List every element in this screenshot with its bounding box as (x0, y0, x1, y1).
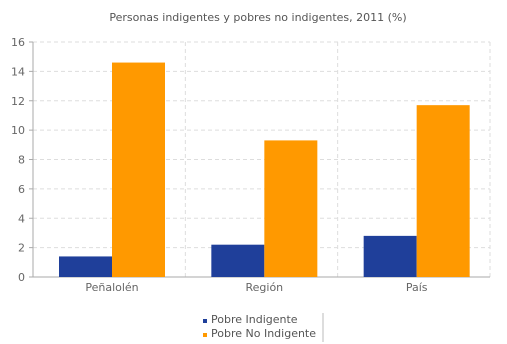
y-tick-label: 14 (11, 65, 25, 78)
bar-pobre-indigente (59, 256, 112, 277)
y-tick-label: 8 (18, 154, 25, 167)
legend-swatch (203, 319, 207, 323)
legend-label: Pobre Indigente (211, 313, 298, 326)
x-tick-label: Peñalolén (85, 281, 138, 294)
x-tick-label: Región (245, 281, 283, 294)
y-tick-label: 16 (11, 36, 25, 49)
bars (59, 62, 470, 277)
legend-swatch (203, 333, 207, 337)
bar-pobre-no-indigente (416, 105, 470, 277)
chart-title: Personas indigentes y pobres no indigent… (109, 11, 406, 24)
y-tick-label: 0 (18, 271, 25, 284)
y-tick-label: 4 (18, 212, 25, 225)
legend-label: Pobre No Indigente (211, 327, 316, 340)
y-tick-label: 10 (11, 124, 25, 137)
bar-pobre-no-indigente (112, 62, 165, 277)
axis-labels: 0 2 4 6 8 10 12 14 16 Peñalolén Región País (11, 36, 428, 294)
y-tick-label: 2 (18, 242, 25, 255)
y-tick-label: 12 (11, 95, 25, 108)
x-tick-label: País (406, 281, 428, 294)
y-tick-label: 6 (18, 183, 25, 196)
bar-pobre-no-indigente (264, 140, 318, 277)
bar-pobre-indigente (363, 235, 417, 277)
bar-pobre-indigente (211, 244, 265, 277)
